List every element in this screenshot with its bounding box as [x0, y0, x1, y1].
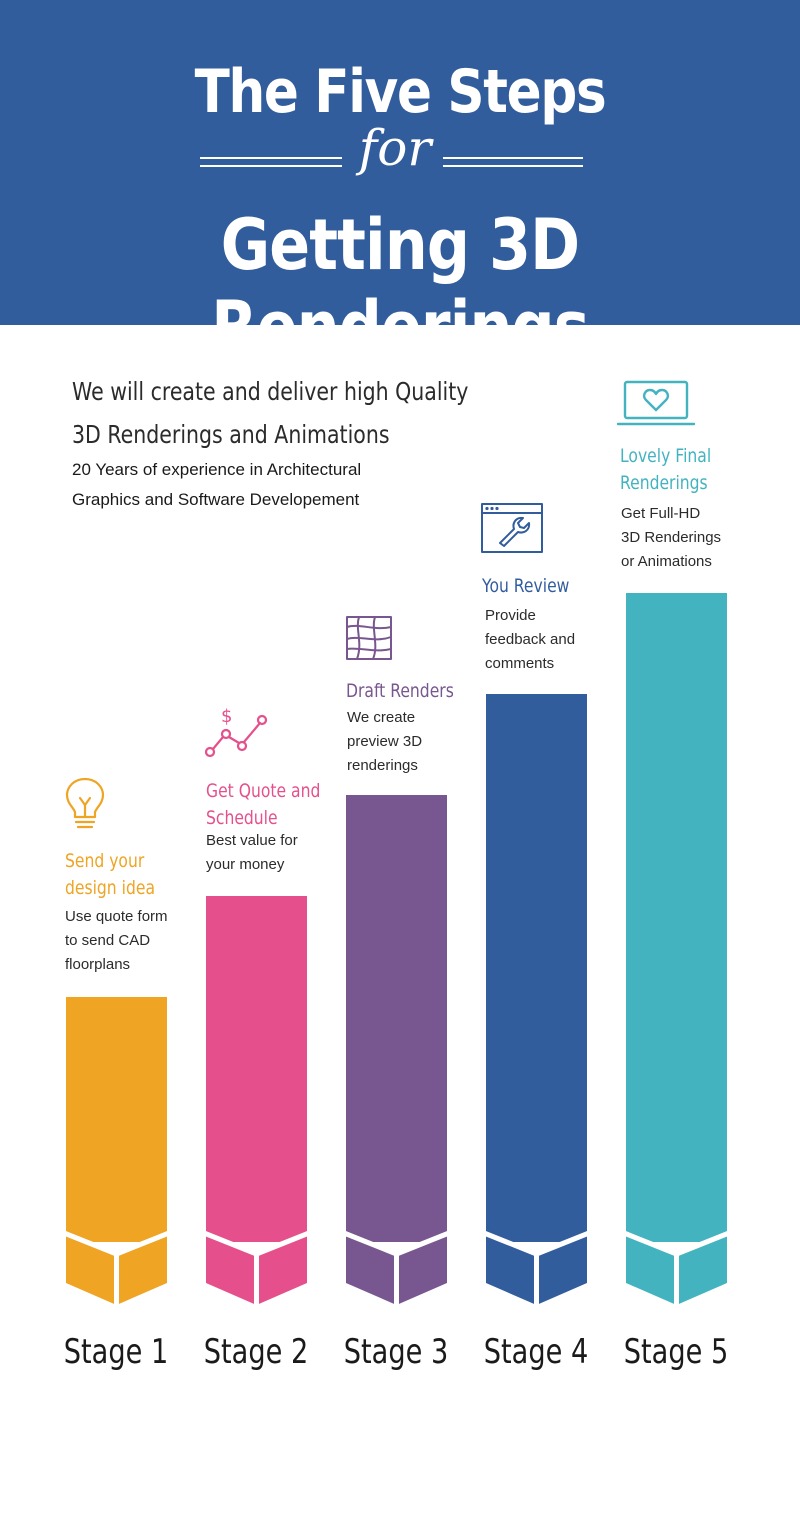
- stage-5-label: Stage 5: [623, 1332, 729, 1372]
- stage-3-bar-body: [346, 795, 447, 1242]
- laptop-heart-icon: [616, 380, 696, 426]
- stage-1-label: Stage 1: [63, 1332, 169, 1372]
- dollar-glyph: $: [221, 706, 232, 727]
- title-line-2: Getting 3D Renderings: [211, 204, 589, 368]
- intro-sub-1: 20 Years of experience in Architectural: [72, 460, 362, 479]
- step-5-description: Get Full-HD 3D Renderings or Animations: [621, 505, 722, 570]
- step-4-title: You Review: [482, 575, 570, 597]
- stage-5-bar: [623, 593, 730, 1307]
- stage-5-bar-body: [626, 593, 727, 1242]
- intro-line-2: 3D Renderings and Animations: [72, 420, 390, 449]
- step-2-title: Get Quote and Schedule: [206, 780, 321, 829]
- step-3-title: Draft Renders: [346, 680, 454, 702]
- title-line-1: The Five Steps: [194, 57, 607, 127]
- stage-1-bar: [63, 997, 170, 1307]
- step-1-description: Use quote form to send CAD floorplans: [65, 908, 168, 973]
- intro-sub-2: Graphics and Software Developement: [72, 490, 360, 509]
- step-5-title: Lovely Final Renderings: [620, 445, 712, 494]
- title-connector: for: [358, 119, 432, 177]
- stage-2-label: Stage 2: [203, 1332, 309, 1372]
- intro-block: We will create and deliver high Quality …: [72, 370, 492, 516]
- divider-right-top: [443, 157, 583, 159]
- intro-line-1: We will create and deliver high Quality: [72, 377, 469, 406]
- price-chart-icon: $: [204, 706, 268, 758]
- step-4-description: Provide feedback and comments: [485, 607, 576, 672]
- stage-2-bar-body: [206, 896, 307, 1242]
- stage-2-bar: [203, 896, 310, 1307]
- divider-left-top: [200, 157, 342, 159]
- wrench-window-icon: [481, 503, 543, 553]
- divider-right-bottom: [443, 165, 583, 167]
- stage-3-label: Stage 3: [343, 1332, 449, 1372]
- lightbulb-icon: [65, 777, 105, 829]
- step-1-title: Send your design idea: [65, 850, 155, 899]
- stage-3-bar: [343, 795, 450, 1307]
- stage-1-bar-body: [66, 997, 167, 1242]
- step-2-description: Best value for your money: [206, 832, 298, 873]
- wireframe-grid-icon: [346, 616, 392, 660]
- step-3-description: We create preview 3D renderings: [347, 709, 423, 774]
- header-banner: The Five Steps for Getting 3D Renderings: [0, 0, 800, 368]
- stage-4-bar-body: [486, 694, 587, 1242]
- divider-left-bottom: [200, 165, 342, 167]
- stage-4-bar: [483, 694, 590, 1307]
- stage-4-label: Stage 4: [483, 1332, 589, 1372]
